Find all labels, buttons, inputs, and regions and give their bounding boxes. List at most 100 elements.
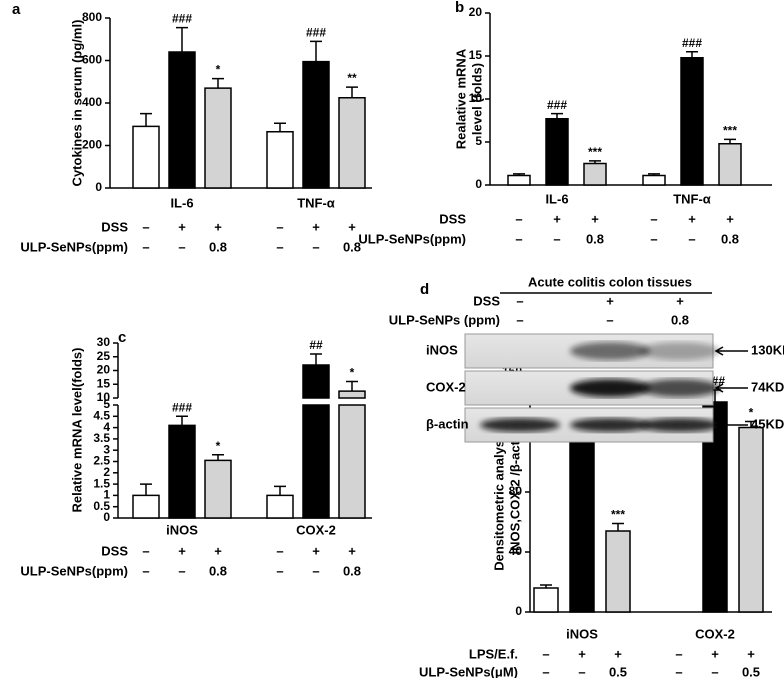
- significance-mark: ##: [309, 338, 323, 352]
- significance-mark: *: [350, 366, 355, 380]
- blot-band: [640, 379, 720, 397]
- condition-value: –: [276, 563, 283, 578]
- y-tick-label: 0: [475, 177, 482, 191]
- error-bar: [513, 173, 525, 176]
- error-bar: [274, 485, 286, 496]
- condition-value: 0.8: [343, 239, 361, 254]
- bar: [338, 96, 366, 189]
- condition-value: –: [606, 312, 613, 327]
- error-bar: [612, 522, 624, 531]
- bar: [533, 587, 559, 613]
- bar: [642, 174, 666, 186]
- error-bar: [212, 77, 224, 89]
- significance-mark: ***: [723, 124, 737, 138]
- y-tick-label: 3.5: [93, 431, 110, 445]
- y-axis-label: Realative mRNA: [453, 48, 468, 149]
- condition-value: –: [675, 664, 682, 678]
- significance-mark: ###: [172, 12, 192, 26]
- bar: [545, 118, 569, 186]
- significance-mark: ###: [547, 98, 567, 112]
- condition-value: –: [711, 664, 718, 678]
- y-tick-label: 0.5: [93, 499, 110, 513]
- error-bar: [346, 380, 358, 392]
- bar: [738, 426, 764, 613]
- condition-value: –: [542, 646, 549, 661]
- condition-value: +: [711, 646, 719, 661]
- band-arrow: [714, 383, 748, 393]
- bar: [583, 162, 607, 186]
- condition-value: –: [516, 312, 523, 327]
- condition-label: DSS: [101, 219, 128, 234]
- bar: [302, 364, 330, 519]
- condition-value: –: [178, 239, 185, 254]
- condition-value: –: [516, 293, 523, 308]
- condition-label: ULP-SeNPs(ppm): [20, 563, 128, 578]
- significance-mark: **: [347, 71, 357, 85]
- y-tick-label: 0: [515, 604, 522, 618]
- y-tick-label: 2.5: [93, 454, 110, 468]
- y-tick-label: 0: [95, 180, 102, 194]
- error-bar: [212, 453, 224, 461]
- condition-value: –: [276, 219, 283, 234]
- condition-value: 0.8: [721, 231, 739, 246]
- significance-mark: ###: [682, 36, 702, 50]
- x-tick-label: COX-2: [695, 626, 735, 641]
- x-tick-label: TNF-α: [673, 191, 711, 206]
- error-bar: [551, 112, 563, 119]
- error-bar: [346, 86, 358, 98]
- condition-value: –: [312, 563, 319, 578]
- condition-value: –: [142, 543, 149, 558]
- x-tick-label: iNOS: [166, 522, 198, 537]
- y-tick-label: 20: [469, 5, 483, 19]
- condition-value: 0.8: [586, 231, 604, 246]
- condition-value: +: [178, 543, 186, 558]
- blot-header: Acute colitis colon tissues: [528, 274, 692, 289]
- bar: [302, 60, 330, 189]
- bar: [266, 130, 294, 189]
- condition-value: +: [606, 293, 614, 308]
- bar: [338, 390, 366, 519]
- band-size: 130KD: [751, 342, 784, 357]
- condition-value: +: [676, 293, 684, 308]
- condition-value: –: [578, 664, 585, 678]
- condition-value: –: [650, 231, 657, 246]
- condition-value: –: [688, 231, 695, 246]
- y-tick-label: 4.5: [93, 408, 110, 422]
- y-tick-label: 15: [469, 48, 483, 62]
- condition-label: DSS: [473, 293, 500, 308]
- bar: [266, 494, 294, 519]
- condition-value: –: [675, 646, 682, 661]
- bar: [702, 401, 728, 613]
- bar: [168, 424, 196, 519]
- condition-value: +: [747, 646, 755, 661]
- condition-label: ULP-SeNPs(ppm): [358, 231, 466, 246]
- error-bar: [540, 584, 552, 588]
- panel-label: c: [118, 329, 126, 346]
- bar: [680, 56, 704, 186]
- error-bar: [589, 160, 601, 164]
- panel-label: b: [455, 0, 464, 16]
- x-tick-label: TNF-α: [297, 195, 335, 210]
- condition-value: +: [614, 646, 622, 661]
- y-axis-label: iNOS,COX-2 /β-actin: [507, 429, 522, 554]
- panel-label: d: [420, 281, 429, 298]
- band-size: 74KD: [751, 379, 784, 394]
- y-axis-label: Relative mRNA level(folds): [69, 348, 84, 513]
- condition-value: –: [553, 231, 560, 246]
- condition-value: –: [142, 563, 149, 578]
- y-tick-label: 200: [82, 138, 102, 152]
- bar: [507, 174, 531, 186]
- condition-label: DSS: [101, 543, 128, 558]
- condition-value: 0.8: [209, 239, 227, 254]
- error-bar: [724, 138, 736, 144]
- band-label: β-actin: [426, 416, 469, 431]
- condition-value: +: [312, 543, 320, 558]
- blot-band: [640, 342, 720, 360]
- bar: [204, 459, 232, 519]
- band-label: COX-2: [426, 379, 466, 394]
- y-tick-label: 25: [97, 349, 111, 363]
- error-bar: [274, 122, 286, 132]
- error-bar: [140, 483, 152, 496]
- x-tick-label: COX-2: [296, 522, 336, 537]
